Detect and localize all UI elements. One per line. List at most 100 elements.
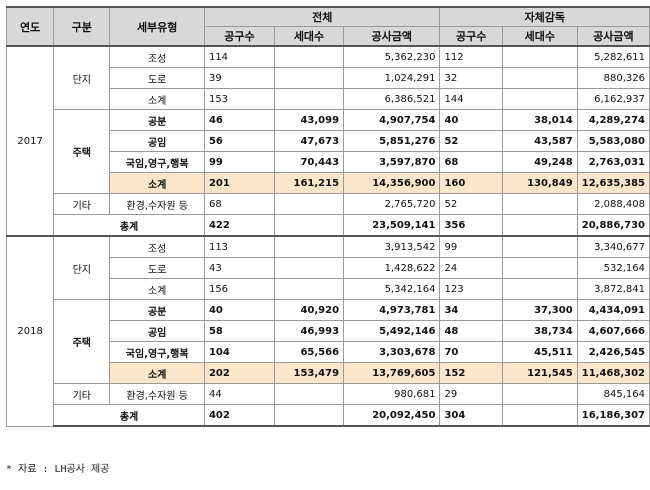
header-detail-type: 세부유형	[109, 6, 205, 47]
self-households-cell: 38,014	[501, 109, 578, 131]
total-amount-cell: 980,681	[343, 383, 441, 405]
total-projects-cell: 99	[203, 151, 275, 173]
total-amount-cell: 20,092,450	[343, 404, 441, 427]
detail-type-cell: 환경,수자원 등	[109, 383, 205, 405]
total-projects-cell: 44	[203, 383, 275, 405]
year-cell: 2017	[5, 45, 55, 237]
total-amount-cell: 5,362,230	[343, 45, 441, 68]
total-projects-cell: 422	[203, 214, 275, 237]
self-households-cell: 130,849	[501, 172, 578, 194]
self-projects-cell: 29	[439, 383, 503, 405]
year-cell: 2018	[5, 235, 55, 427]
total-projects-cell: 46	[203, 109, 275, 131]
source-note: * 자료 : LH공사 제공	[6, 464, 110, 475]
self-projects-cell: 52	[439, 193, 503, 215]
total-households-cell	[273, 67, 345, 89]
self-amount-cell: 16,186,307	[576, 404, 650, 427]
total-projects-cell: 114	[203, 45, 275, 68]
total-households-cell: 46,993	[273, 320, 345, 342]
table-row: 주택 공분 40 40,920 4,973,781 34 37,300 4,434,091	[7, 299, 650, 384]
total-amount-cell: 5,851,276	[343, 130, 441, 152]
subtotal-row: 소계 202 153,479 13,769,605 152 121,545 11,468,3…	[6, 362, 650, 384]
category-cell-danji: 단지	[53, 45, 111, 110]
total-households-cell: 70,443	[273, 151, 345, 173]
category-cell-housing: 주택	[53, 299, 111, 384]
total-amount-cell: 5,342,164	[343, 278, 441, 300]
total-households-cell	[273, 383, 345, 405]
detail-type-cell: 공임	[109, 320, 205, 342]
table-row: 기타 환경,수자원 등 44 980,681 29 845,164	[7, 383, 650, 405]
category-cell-housing: 주택	[53, 109, 111, 194]
total-households-cell: 40,920	[273, 299, 345, 321]
self-projects-cell: 34	[439, 299, 503, 321]
total-projects-cell: 68	[203, 193, 275, 215]
self-amount-cell: 880,326	[576, 67, 650, 89]
self-households-cell	[501, 383, 578, 405]
self-amount-cell: 20,886,730	[576, 214, 650, 237]
self-amount-cell: 4,434,091	[576, 299, 650, 321]
total-households-cell	[273, 235, 345, 258]
header-self-group: 자체감독	[439, 6, 650, 27]
total-projects-cell: 39	[203, 67, 275, 89]
total-amount-cell: 3,303,678	[343, 341, 441, 363]
self-households-cell: 121,545	[501, 362, 578, 384]
header-self-amount: 공사금액	[576, 26, 650, 47]
total-projects-cell: 40	[203, 299, 275, 321]
total-amount-cell: 2,765,720	[343, 193, 441, 215]
self-projects-cell: 40	[439, 109, 503, 131]
category-cell-etc: 기타	[53, 193, 111, 215]
self-households-cell: 43,587	[501, 130, 578, 152]
self-projects-cell: 32	[439, 67, 503, 89]
total-households-cell	[273, 88, 345, 110]
detail-type-cell: 도로	[109, 67, 205, 89]
self-households-cell: 45,511	[501, 341, 578, 363]
table-row: 기타 환경,수자원 등 68 2,765,720 52 2,088,408	[7, 193, 650, 215]
table-row: 공임 58 46,993 5,492,146 48 38,734 4,607,666	[7, 320, 650, 342]
total-households-cell	[273, 45, 345, 68]
self-households-cell: 37,300	[501, 299, 578, 321]
table-row: 주택 공분 46 43,099 4,907,754 40 38,014 4,289,274	[7, 109, 650, 194]
total-label-cell: 총계	[53, 404, 205, 427]
self-households-cell	[501, 67, 578, 89]
self-amount-cell: 5,282,611	[576, 45, 650, 68]
self-projects-cell: 356	[439, 214, 503, 237]
total-households-cell	[273, 193, 345, 215]
self-amount-cell: 532,164	[576, 257, 650, 279]
self-amount-cell: 3,340,677	[576, 235, 650, 258]
header-self-projects: 공구수	[439, 26, 503, 47]
self-amount-cell: 3,872,841	[576, 278, 650, 300]
total-households-cell: 43,099	[273, 109, 345, 131]
detail-type-cell: 공분	[109, 109, 205, 131]
self-amount-cell: 2,763,031	[576, 151, 650, 173]
total-households-cell	[273, 214, 345, 237]
self-amount-cell: 845,164	[576, 383, 650, 405]
subtotal-row: 소계 201 161,215 14,356,900 160 130,849 12,635,3…	[6, 172, 650, 194]
table-row: 국임,영구,행복 99 70,443 3,597,870 68 49,248 2,763,0…	[7, 151, 650, 173]
total-amount-cell: 13,769,605	[343, 362, 441, 384]
detail-type-cell: 소계	[109, 172, 205, 194]
self-projects-cell: 112	[439, 45, 503, 68]
table-row: 공임 56 47,673 5,851,276 52 43,587 5,583,080	[7, 130, 650, 152]
self-projects-cell: 144	[439, 88, 503, 110]
self-households-cell	[501, 278, 578, 300]
self-households-cell: 38,734	[501, 320, 578, 342]
self-amount-cell: 4,607,666	[576, 320, 650, 342]
detail-type-cell: 환경,수자원 등	[109, 193, 205, 215]
header-total-projects: 공구수	[203, 26, 275, 47]
header-self-households: 세대수	[501, 26, 578, 47]
total-row: 총계 422 23,509,141 356 20,886,730	[7, 214, 650, 237]
self-households-cell	[501, 235, 578, 258]
total-projects-cell: 201	[203, 172, 275, 194]
self-households-cell	[501, 257, 578, 279]
self-households-cell	[501, 88, 578, 110]
self-amount-cell: 2,088,408	[576, 193, 650, 215]
self-amount-cell: 5,583,080	[576, 130, 650, 152]
table-row: 2017 단지 조성 114 5,362,230 112 5,282,611	[5, 45, 650, 237]
self-projects-cell: 52	[439, 130, 503, 152]
self-projects-cell: 304	[439, 404, 503, 427]
detail-type-cell: 소계	[109, 88, 205, 110]
total-households-cell: 161,215	[273, 172, 345, 194]
total-amount-cell: 3,597,870	[343, 151, 441, 173]
self-projects-cell: 123	[439, 278, 503, 300]
header-row-1: 연도 구분 세부유형 전체 자체감독	[5, 6, 650, 47]
